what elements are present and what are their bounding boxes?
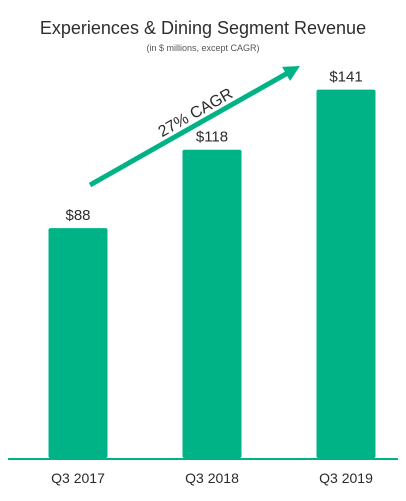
x-tick-label-q3-2018: Q3 2018 — [185, 470, 239, 486]
x-tick-label-q3-2017: Q3 2017 — [51, 470, 105, 486]
cagr-arrow-head — [282, 66, 300, 81]
bar-q3-2018 — [182, 149, 242, 458]
cagr-arrow-shaft — [88, 70, 290, 188]
x-tick-label-q3-2019: Q3 2019 — [319, 470, 373, 486]
bar-q3-2019 — [316, 89, 376, 458]
chart-title: Experiences & Dining Segment Revenue — [39, 18, 367, 38]
bar-q3-2017 — [48, 228, 108, 458]
value-labels-layer: $88 $118 $141 — [65, 69, 362, 224]
value-label-q3-2018: $118 — [196, 129, 228, 146]
value-label-q3-2017: $88 — [65, 207, 90, 224]
bars-layer — [48, 89, 376, 458]
value-label-q3-2019: $141 — [329, 69, 362, 86]
chart-subtitle: (in $ millions, except CAGR) — [146, 43, 260, 53]
x-tick-labels-layer: Q3 2017 Q3 2018 Q3 2019 — [51, 470, 373, 486]
